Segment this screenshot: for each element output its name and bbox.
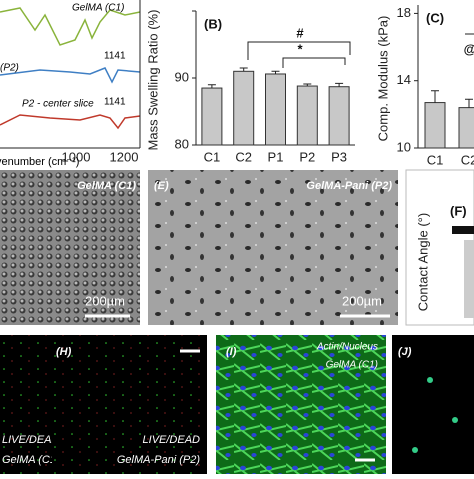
panel-frame <box>405 169 474 326</box>
tick-label: 1200 <box>110 149 139 164</box>
bar <box>201 87 223 146</box>
label: 1141 <box>104 51 126 62</box>
x-tick-label: C1 <box>204 149 221 164</box>
sem-image <box>148 170 398 325</box>
panel-label: (F) <box>450 203 467 218</box>
cell <box>452 417 458 423</box>
error-bar <box>431 90 439 103</box>
cell <box>412 447 418 453</box>
y-tick-label: 90 <box>175 69 189 84</box>
y-tick-label: 14 <box>397 72 411 87</box>
error-bar <box>271 70 280 74</box>
error-bar <box>207 84 216 89</box>
spectrum-c1 <box>0 7 141 46</box>
label: LIVE/DEAD <box>2 434 60 446</box>
scale-bar-label: 200µm <box>85 293 125 308</box>
error-bar <box>465 98 473 108</box>
annotation: # <box>296 25 304 40</box>
error-bar <box>335 82 344 87</box>
panel-label: (I) <box>226 346 237 358</box>
bracket <box>247 41 351 60</box>
bar <box>296 85 318 146</box>
spectrum-p2-slice <box>0 114 141 130</box>
label: GelMA (C1) <box>2 454 60 466</box>
label: (P2) <box>0 63 19 74</box>
panel-label: (C) <box>426 10 444 25</box>
label: 1141 <box>104 97 126 108</box>
x-label: venumber (cm⁻¹) <box>0 156 79 168</box>
label: GelMA (C1) <box>72 3 124 14</box>
annotation: @ <box>464 41 474 56</box>
label: LIVE/DEAD <box>143 434 201 446</box>
y-label: Contact Angle (°) <box>415 213 430 311</box>
label: GelMA (C1) <box>77 180 136 192</box>
bar <box>265 73 286 146</box>
scale-bar-label: 200µm <box>342 293 382 308</box>
panel-label: (E) <box>154 180 169 192</box>
label: GelMA-Pani (P2) <box>117 454 200 466</box>
panel-label: (H) <box>56 346 72 358</box>
y-tick-label: 18 <box>397 5 411 20</box>
spectrum-p2 <box>0 67 141 84</box>
x-tick-label: P2 <box>299 149 315 164</box>
label: P2 - center slice <box>22 99 94 110</box>
y-label: Mass Swelling Ratio (%) <box>145 10 160 151</box>
label: GelMA (C1) <box>326 360 378 371</box>
fluorescence-image <box>392 335 474 474</box>
bar <box>233 70 255 146</box>
bracket <box>282 57 346 68</box>
tick-label: 1000 <box>62 149 91 164</box>
error-bar <box>303 83 312 87</box>
x-tick-label: C2 <box>461 152 474 167</box>
fluorescence-image <box>216 335 386 474</box>
x-tick-label: C1 <box>427 152 444 167</box>
panel-label: (B) <box>204 16 222 31</box>
y-label: Comp. Modulus (kPa) <box>375 16 390 142</box>
bar <box>458 107 474 149</box>
error-bar <box>239 67 248 72</box>
bar <box>424 102 446 149</box>
panel-a: GelMA (C1) (P2) 1141 1141 P2 - center sl… <box>0 0 141 168</box>
bar <box>328 86 350 146</box>
x-tick-label: C2 <box>235 149 252 164</box>
sem-image <box>0 170 140 325</box>
fluorescence-image <box>52 335 207 474</box>
cell <box>427 377 433 383</box>
annotation: * <box>297 41 303 56</box>
x-tick-label: P1 <box>268 149 284 164</box>
y-tick-label: 10 <box>397 139 411 154</box>
bar <box>464 240 474 318</box>
y-tick-label: 80 <box>175 136 189 151</box>
label: GelMA-Pani (P2) <box>306 180 392 192</box>
marker <box>452 226 474 234</box>
x-tick-label: P3 <box>331 149 347 164</box>
label: Actin/Nucleus <box>316 342 378 353</box>
panel-label: (J) <box>398 346 412 358</box>
